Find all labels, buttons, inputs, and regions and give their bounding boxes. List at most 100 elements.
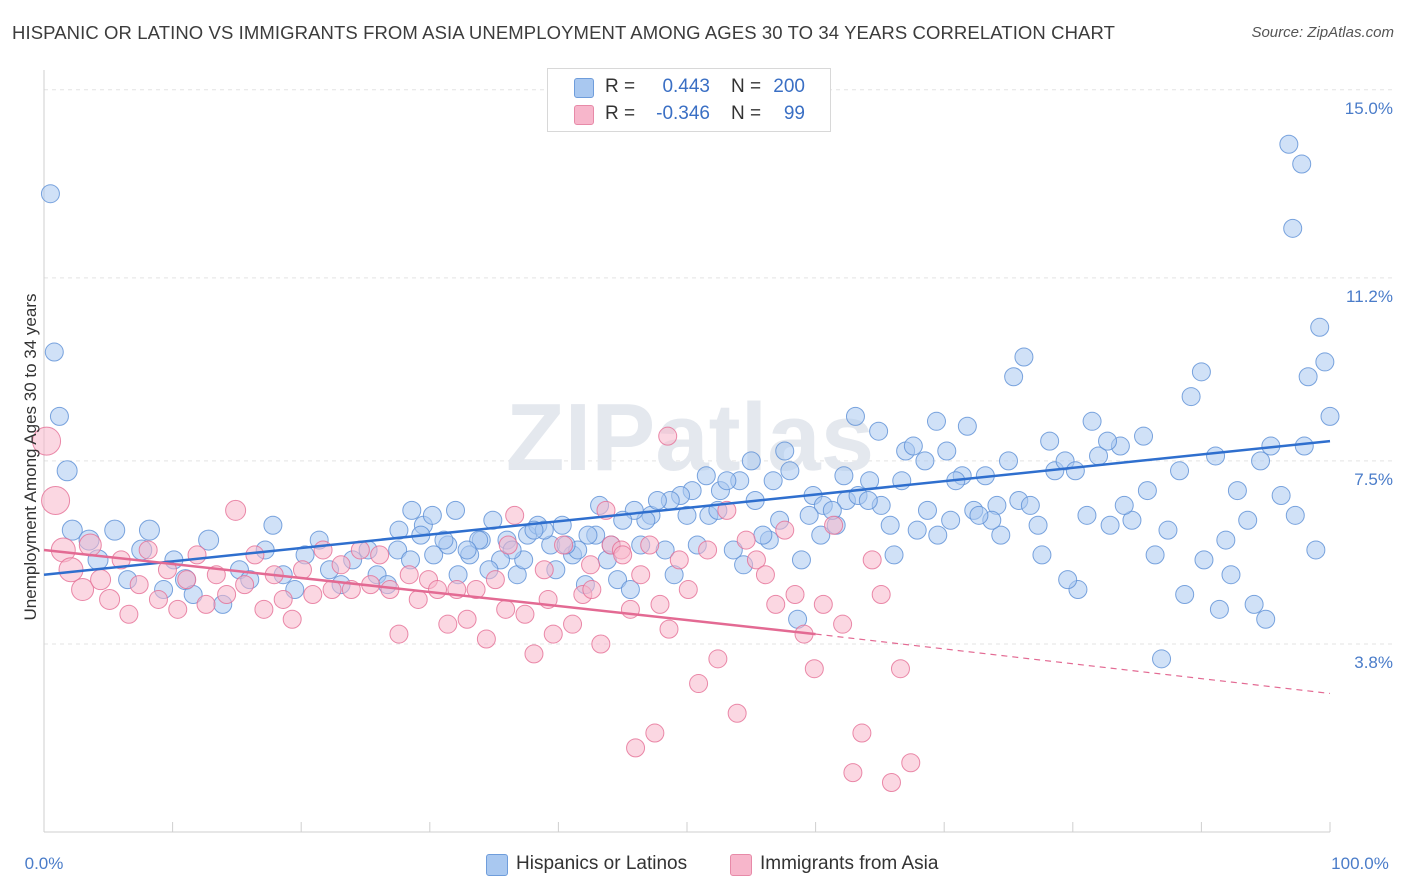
- point-asia: [58, 557, 84, 583]
- x-axis-ticks: [172, 822, 1331, 832]
- point-asia: [669, 550, 689, 570]
- point-asia: [148, 589, 168, 609]
- point-hispanic: [917, 500, 937, 520]
- point-asia: [515, 604, 535, 624]
- point-asia: [292, 560, 312, 580]
- point-asia: [428, 580, 448, 600]
- point-hispanic: [620, 580, 640, 600]
- point-hispanic: [40, 184, 60, 204]
- point-hispanic: [608, 570, 628, 590]
- point-asia: [717, 500, 737, 520]
- point-hispanic: [138, 519, 160, 541]
- point-asia: [881, 773, 901, 793]
- point-hispanic: [780, 461, 800, 481]
- gridlines: [44, 89, 1392, 645]
- point-hispanic: [763, 471, 783, 491]
- point-hispanic: [647, 490, 667, 510]
- point-asia: [71, 578, 95, 602]
- point-asia: [581, 555, 601, 575]
- point-asia: [331, 555, 351, 575]
- point-hispanic: [845, 406, 865, 426]
- point-asia: [78, 533, 102, 557]
- point-asia: [843, 763, 863, 783]
- point-hispanic: [884, 545, 904, 565]
- point-hispanic: [56, 460, 78, 482]
- point-asia: [554, 535, 574, 555]
- bottom-legend-swatch-hispanic: [486, 854, 508, 876]
- point-asia: [785, 584, 805, 604]
- point-asia: [645, 723, 665, 743]
- point-hispanic: [61, 519, 83, 541]
- point-hispanic: [578, 525, 598, 545]
- point-asia: [833, 614, 853, 634]
- trend-line-asia-extrapolated: [815, 633, 1331, 695]
- point-hispanic: [1058, 570, 1078, 590]
- point-hispanic: [957, 416, 977, 436]
- point-hispanic: [834, 466, 854, 486]
- watermark: ZIPatlas: [506, 384, 874, 491]
- point-hispanic: [858, 490, 878, 510]
- point-asia: [273, 589, 293, 609]
- point-hispanic: [1320, 406, 1340, 426]
- point-asia: [496, 599, 516, 619]
- point-asia: [901, 753, 921, 773]
- legend-n-value: 200: [773, 76, 805, 97]
- point-hispanic: [1227, 481, 1247, 501]
- point-hispanic: [1206, 446, 1226, 466]
- point-asia: [196, 594, 216, 614]
- point-asia: [282, 609, 302, 629]
- point-asia: [658, 426, 678, 446]
- point-hispanic: [775, 441, 795, 461]
- point-hispanic: [1216, 530, 1236, 550]
- point-hispanic: [1310, 317, 1330, 337]
- point-asia: [99, 588, 121, 610]
- point-hispanic: [1077, 505, 1097, 525]
- point-hispanic: [1175, 584, 1195, 604]
- point-asia: [640, 535, 660, 555]
- point-asia: [804, 659, 824, 679]
- point-hispanic: [1221, 565, 1241, 585]
- point-hispanic: [388, 540, 408, 560]
- point-hispanic: [753, 525, 773, 545]
- point-asia: [746, 550, 766, 570]
- legend-r-label: R =: [605, 103, 636, 124]
- point-hispanic: [1209, 599, 1229, 619]
- point-hispanic: [1014, 347, 1034, 367]
- point-asia: [698, 540, 718, 560]
- point-asia: [408, 589, 428, 609]
- point-asia: [563, 614, 583, 634]
- point-hispanic: [422, 505, 442, 525]
- point-asia: [438, 614, 458, 634]
- point-hispanic: [1306, 540, 1326, 560]
- y-tick-label: 3.8%: [1354, 653, 1393, 672]
- point-hispanic: [791, 550, 811, 570]
- point-hispanic: [1191, 362, 1211, 382]
- point-hispanic: [1181, 387, 1201, 407]
- point-asia: [187, 545, 207, 565]
- point-asia: [775, 520, 795, 540]
- point-hispanic: [389, 520, 409, 540]
- point-hispanic: [1251, 451, 1271, 471]
- trend-line-hispanic: [43, 439, 1331, 576]
- point-hispanic: [880, 515, 900, 535]
- point-asia: [613, 545, 633, 565]
- point-hispanic: [402, 500, 422, 520]
- point-hispanic: [1283, 218, 1303, 238]
- legend-n-value: 99: [783, 103, 805, 124]
- point-hispanic: [937, 441, 957, 461]
- point-hispanic: [424, 545, 444, 565]
- point-hispanic: [1004, 367, 1024, 387]
- point-asia: [235, 575, 255, 595]
- point-hispanic: [969, 505, 989, 525]
- point-asia: [90, 569, 112, 591]
- point-asia: [119, 604, 139, 624]
- chart-title: HISPANIC OR LATINO VS IMMIGRANTS FROM AS…: [12, 22, 1116, 43]
- point-asia: [129, 575, 149, 595]
- point-hispanic: [860, 471, 880, 491]
- point-hispanic: [524, 520, 544, 540]
- point-asia: [505, 505, 525, 525]
- point-hispanic: [1238, 510, 1258, 530]
- point-asia: [871, 584, 891, 604]
- point-hispanic: [1285, 505, 1305, 525]
